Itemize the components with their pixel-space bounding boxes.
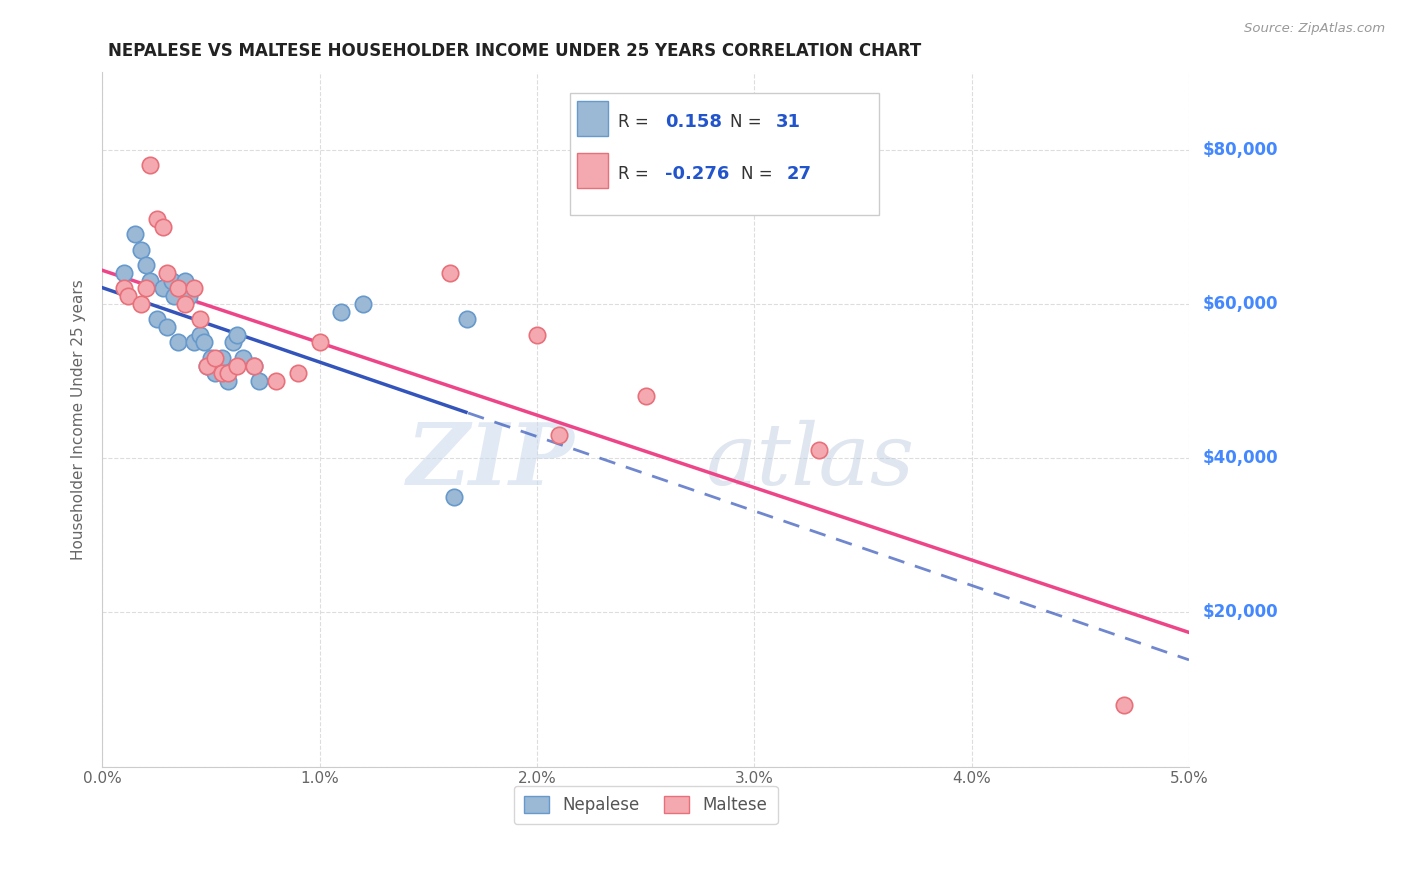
Point xyxy=(145,211,167,226)
Point xyxy=(139,158,162,172)
Point xyxy=(526,327,548,342)
Text: 31: 31 xyxy=(776,112,801,131)
Point xyxy=(117,289,139,303)
Point xyxy=(308,335,330,350)
Point xyxy=(135,281,157,295)
Point xyxy=(139,274,162,288)
Point xyxy=(226,327,249,342)
Point xyxy=(808,443,831,458)
Point xyxy=(188,327,211,342)
Point xyxy=(264,374,287,388)
Text: $40,000: $40,000 xyxy=(1204,449,1278,467)
Point xyxy=(287,366,309,380)
FancyBboxPatch shape xyxy=(576,101,607,136)
Point xyxy=(152,219,174,234)
Point xyxy=(131,297,153,311)
Text: ZIP: ZIP xyxy=(408,419,575,503)
Point xyxy=(173,274,195,288)
Point xyxy=(547,428,569,442)
FancyBboxPatch shape xyxy=(569,94,879,215)
Text: atlas: atlas xyxy=(706,420,914,502)
Point xyxy=(215,366,238,380)
Text: R =: R = xyxy=(619,112,654,131)
Point xyxy=(195,359,218,373)
Text: -0.276: -0.276 xyxy=(665,165,730,183)
Text: 0.158: 0.158 xyxy=(665,112,723,131)
Point xyxy=(456,312,478,326)
Text: 27: 27 xyxy=(787,165,811,183)
Point xyxy=(204,366,226,380)
Point xyxy=(135,258,157,272)
Point xyxy=(226,359,249,373)
Point xyxy=(163,289,186,303)
Point xyxy=(167,335,190,350)
Point xyxy=(211,366,233,380)
Point xyxy=(243,359,266,373)
Point xyxy=(124,227,146,242)
FancyBboxPatch shape xyxy=(576,153,607,188)
Text: $20,000: $20,000 xyxy=(1204,603,1278,622)
Point xyxy=(330,304,353,318)
Text: R =: R = xyxy=(619,165,654,183)
Text: $80,000: $80,000 xyxy=(1204,141,1278,159)
Point xyxy=(195,359,218,373)
Point xyxy=(1112,698,1135,712)
Point xyxy=(131,243,153,257)
Point xyxy=(211,351,233,365)
Text: NEPALESE VS MALTESE HOUSEHOLDER INCOME UNDER 25 YEARS CORRELATION CHART: NEPALESE VS MALTESE HOUSEHOLDER INCOME U… xyxy=(108,42,921,60)
Point xyxy=(634,389,657,403)
Point xyxy=(221,335,243,350)
Point xyxy=(243,359,266,373)
Point xyxy=(247,374,270,388)
Point xyxy=(183,281,205,295)
Point xyxy=(179,289,201,303)
Point xyxy=(160,274,183,288)
Point xyxy=(232,351,254,365)
Point xyxy=(173,297,195,311)
Point xyxy=(145,312,167,326)
Point xyxy=(193,335,215,350)
Point xyxy=(156,320,179,334)
Point xyxy=(183,335,205,350)
Point xyxy=(152,281,174,295)
Point xyxy=(217,374,239,388)
Point xyxy=(217,366,239,380)
Point xyxy=(188,312,211,326)
Text: N =: N = xyxy=(741,165,778,183)
Point xyxy=(112,281,135,295)
Point xyxy=(443,490,465,504)
Point xyxy=(156,266,179,280)
Legend: Nepalese, Maltese: Nepalese, Maltese xyxy=(513,786,778,824)
Text: N =: N = xyxy=(730,112,768,131)
Y-axis label: Householder Income Under 25 years: Householder Income Under 25 years xyxy=(72,279,86,560)
Point xyxy=(204,351,226,365)
Point xyxy=(167,281,190,295)
Point xyxy=(112,266,135,280)
Point xyxy=(352,297,374,311)
Text: Source: ZipAtlas.com: Source: ZipAtlas.com xyxy=(1244,22,1385,36)
Text: $60,000: $60,000 xyxy=(1204,294,1278,313)
Point xyxy=(200,351,222,365)
Point xyxy=(439,266,461,280)
